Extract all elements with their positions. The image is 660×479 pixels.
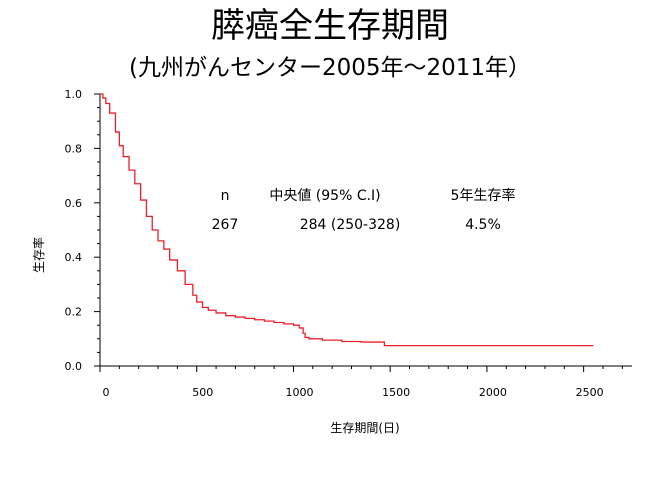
- page-title: 膵癌全生存期間: [211, 6, 449, 46]
- y-tick-label: 0.8: [65, 142, 83, 155]
- x-tick-label: 1500: [382, 386, 410, 399]
- x-axis-title: 生存期間(日): [330, 421, 399, 435]
- stats-value-median: 284 (250-328): [300, 217, 401, 233]
- page-subtitle: (九州がんセンター2005年～2011年）: [128, 55, 532, 81]
- stats-header-median: 中央値 (95% C.I): [269, 188, 380, 204]
- y-tick-label: 1.0: [65, 88, 83, 101]
- stats-header-n: n: [221, 188, 230, 204]
- x-tick-label: 0: [103, 386, 110, 399]
- x-tick-label: 500: [192, 386, 213, 399]
- y-tick-label: 0.0: [65, 360, 83, 373]
- chart-ticks: 0 500 1000 1500 2000 2500 0.0 0.2 0.4 0.6 0.8 1.0: [65, 88, 623, 399]
- y-tick-label: 0.2: [65, 306, 83, 319]
- y-axis-title: 生存率: [31, 237, 46, 273]
- stats-value-5yr: 4.5%: [465, 217, 501, 233]
- survival-curve: [100, 93, 594, 347]
- y-tick-label: 0.6: [65, 197, 83, 210]
- y-tick-label: 0.4: [65, 251, 83, 264]
- stats-value-n: 267: [212, 217, 239, 233]
- x-tick-label: 1000: [285, 386, 313, 399]
- x-tick-label: 2000: [479, 386, 507, 399]
- x-tick-label: 2500: [576, 386, 604, 399]
- stats-header-5yr: 5年生存率: [451, 187, 516, 204]
